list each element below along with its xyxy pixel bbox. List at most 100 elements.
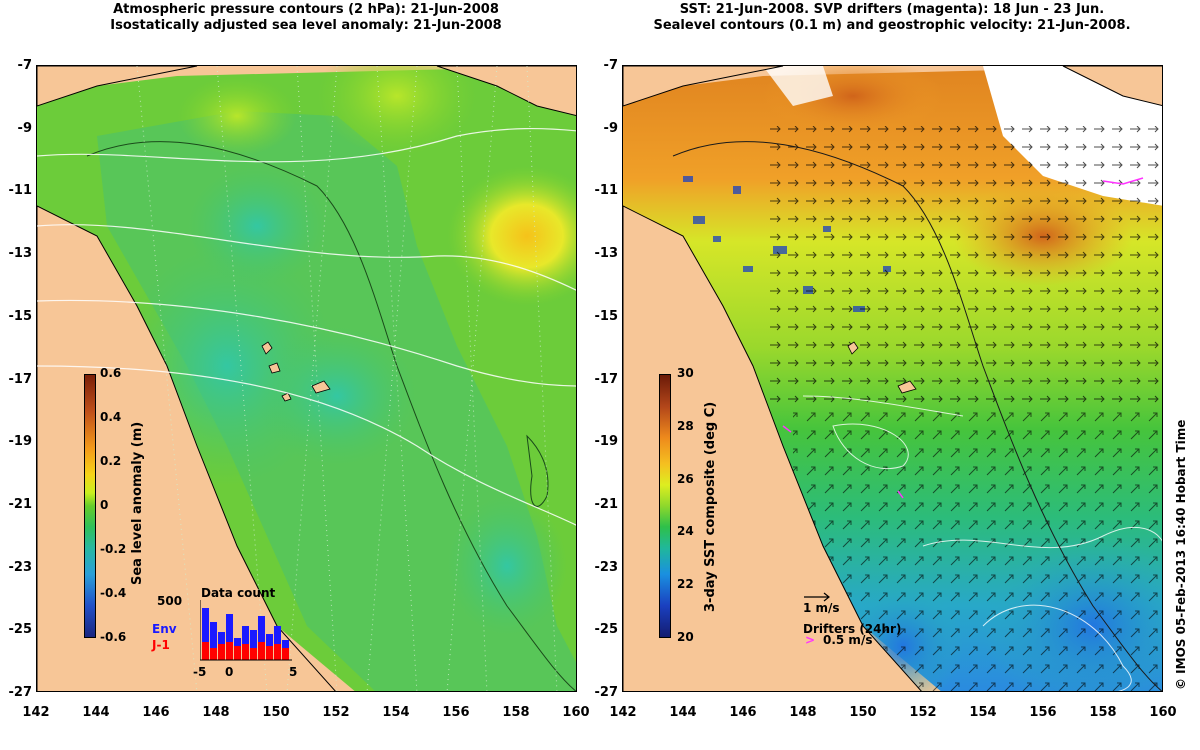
drifter-arrow-icon: > [805, 633, 816, 647]
sst-map [622, 65, 1163, 692]
data-count-histogram [200, 600, 292, 661]
histogram-bar-env [258, 616, 265, 660]
right-title-line-1: SST: 21-Jun-2008. SVP drifters (magenta)… [679, 2, 1105, 17]
histogram-xtick-zero: 0 [225, 665, 234, 679]
histogram-bar-j1 [274, 644, 281, 660]
colorbar-tick: 30 [677, 366, 694, 380]
x-tick: 142 [22, 705, 50, 720]
histogram-bar-j1 [250, 648, 257, 660]
y-tick: -11 [594, 183, 619, 199]
x-tick: 150 [262, 705, 290, 720]
y-tick: -25 [8, 622, 33, 638]
histogram-bar-j1 [210, 648, 217, 660]
histogram-bar-env [202, 608, 209, 660]
sea-level-colorbar [84, 374, 96, 638]
histogram-bar-env [210, 622, 217, 660]
y-tick: -13 [8, 246, 33, 262]
sea-level-anomaly-map [36, 65, 577, 692]
histogram-bar-j1 [258, 642, 265, 660]
x-tick: 154 [969, 705, 997, 720]
x-tick: 160 [562, 705, 590, 720]
left-map-title: Atmospheric pressure contours (2 hPa): 2… [36, 2, 576, 34]
colorbar-tick: 26 [677, 471, 694, 486]
sst-field [623, 66, 1162, 691]
y-tick: -15 [594, 308, 619, 324]
x-tick: 152 [322, 705, 350, 720]
histogram-bar-env [250, 630, 257, 660]
drifters-label: Drifters (24hr) [803, 622, 902, 636]
y-tick: -21 [594, 496, 619, 512]
colorbar-tick: 20 [677, 630, 694, 644]
left-title-line-1: Atmospheric pressure contours (2 hPa): 2… [113, 2, 499, 17]
x-tick: 156 [1029, 705, 1057, 720]
histogram-xtick-max: 5 [289, 665, 298, 679]
x-tick: 160 [1149, 705, 1177, 720]
y-tick: -21 [8, 496, 33, 512]
y-tick: -27 [594, 685, 619, 700]
sea-level-anomaly-field [37, 66, 576, 691]
drifters-speed-label: 0.5 m/s [823, 633, 873, 647]
colorbar-tick: 0 [100, 498, 109, 512]
x-tick: 144 [669, 705, 697, 720]
right-title-line-2: Sealevel contours (0.1 m) and geostrophi… [653, 18, 1131, 33]
histogram-bar-j1 [266, 646, 273, 660]
histogram-bar-env [226, 614, 233, 660]
y-tick: -23 [8, 559, 33, 575]
y-tick: -7 [603, 58, 618, 73]
x-tick: 154 [382, 705, 410, 720]
y-tick: -13 [594, 246, 619, 262]
right-map-title: SST: 21-Jun-2008. SVP drifters (magenta)… [622, 2, 1162, 34]
histogram-bar-env [274, 626, 281, 660]
colorbar-tick: 0.6 [100, 366, 122, 380]
histogram-bar-j1 [234, 646, 241, 660]
histogram-bar-env [242, 626, 249, 660]
colorbar-tick: 22 [677, 577, 694, 592]
velocity-scale-label: 1 m/s [803, 601, 840, 615]
y-tick: -19 [8, 434, 33, 450]
histogram-xtick-min: -5 [193, 665, 207, 679]
y-tick: -11 [8, 183, 33, 199]
colorbar-tick: 0.4 [100, 410, 122, 424]
velocity-scale-arrow [804, 592, 830, 602]
histogram-bar-j1 [226, 642, 233, 660]
left-title-line-2: Isostatically adjusted sea level anomaly… [110, 18, 502, 33]
colorbar-tick: 28 [677, 418, 694, 433]
x-tick: 142 [609, 705, 637, 720]
x-tick: 144 [82, 705, 110, 720]
colorbar-tick: 0.2 [100, 454, 122, 468]
sst-colorbar-label: 3-day SST composite (deg C) [703, 401, 718, 612]
histogram-legend-env: Env [152, 622, 177, 636]
histogram-bar-j1 [242, 644, 249, 660]
histogram-bar-j1 [282, 648, 289, 660]
y-tick: -9 [603, 120, 618, 136]
histogram-legend-j1: J-1 [152, 638, 170, 652]
histogram-y-label: 500 [157, 594, 183, 608]
y-tick: -25 [594, 622, 619, 638]
y-tick: -17 [8, 371, 33, 387]
x-tick: 146 [729, 705, 757, 720]
y-tick: -19 [594, 434, 619, 450]
y-tick: -7 [17, 58, 32, 73]
colorbar-tick: 24 [677, 524, 694, 539]
histogram-title: Data count [201, 586, 276, 600]
y-tick: -27 [8, 685, 33, 700]
credit-text: © IMOS 05-Feb-2013 16:40 Hobart Time [1174, 419, 1188, 690]
x-tick: 156 [442, 705, 470, 720]
x-tick: 158 [502, 705, 530, 720]
colorbar-tick: -0.4 [100, 586, 127, 600]
histogram-bars-j1 [202, 642, 289, 660]
y-tick: -17 [594, 371, 619, 387]
colorbar-tick: -0.6 [100, 630, 127, 644]
sea-level-colorbar-label: Sea level anomaly (m) [130, 421, 145, 585]
y-tick: -15 [8, 308, 33, 324]
y-tick: -23 [594, 559, 619, 575]
histogram-bar-j1 [202, 642, 209, 660]
x-tick: 150 [849, 705, 877, 720]
sst-colorbar [659, 374, 671, 638]
x-tick: 152 [909, 705, 937, 720]
x-tick: 158 [1089, 705, 1117, 720]
x-tick: 148 [789, 705, 817, 720]
x-tick: 148 [202, 705, 230, 720]
histogram-bar-j1 [218, 644, 225, 660]
y-tick: -9 [17, 120, 32, 136]
